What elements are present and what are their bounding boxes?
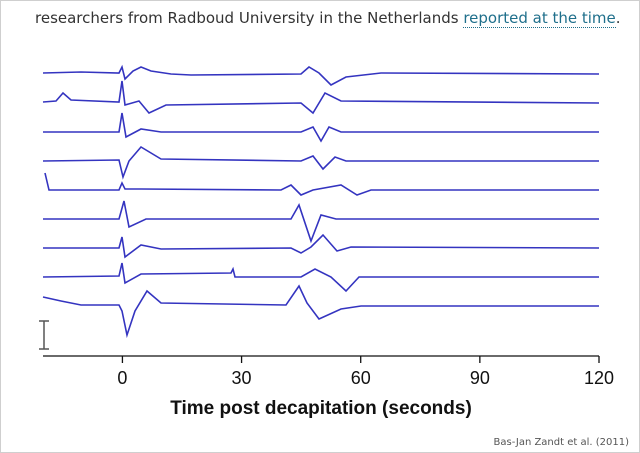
x-ticks: 0 30 60 90 120 bbox=[117, 356, 614, 388]
article-text: researchers from Radboud University in t… bbox=[35, 9, 621, 28]
x-tick-label: 30 bbox=[232, 368, 252, 388]
scale-bar bbox=[39, 320, 49, 350]
trace bbox=[42, 64, 600, 86]
x-axis-label: Time post decapitation (seconds) bbox=[170, 398, 472, 419]
x-tick-label: 0 bbox=[117, 368, 127, 388]
link[interactable]: reported at the time bbox=[463, 9, 616, 28]
credit: Bas-Jan Zandt et al. (2011) bbox=[493, 437, 630, 448]
trace bbox=[42, 145, 599, 180]
x-tick-label: 90 bbox=[470, 368, 490, 388]
paragraph: researchers from Radboud University in t… bbox=[35, 9, 459, 27]
x-tick-label: 120 bbox=[584, 368, 614, 388]
trace bbox=[43, 112, 599, 143]
x-tick-label: 60 bbox=[351, 368, 371, 388]
trace bbox=[42, 80, 600, 115]
trace bbox=[44, 172, 599, 196]
trace bbox=[42, 262, 599, 293]
traces bbox=[42, 64, 600, 339]
trace bbox=[43, 233, 600, 259]
punctuation: . bbox=[615, 9, 621, 27]
trace bbox=[42, 284, 599, 339]
trace bbox=[43, 200, 599, 244]
